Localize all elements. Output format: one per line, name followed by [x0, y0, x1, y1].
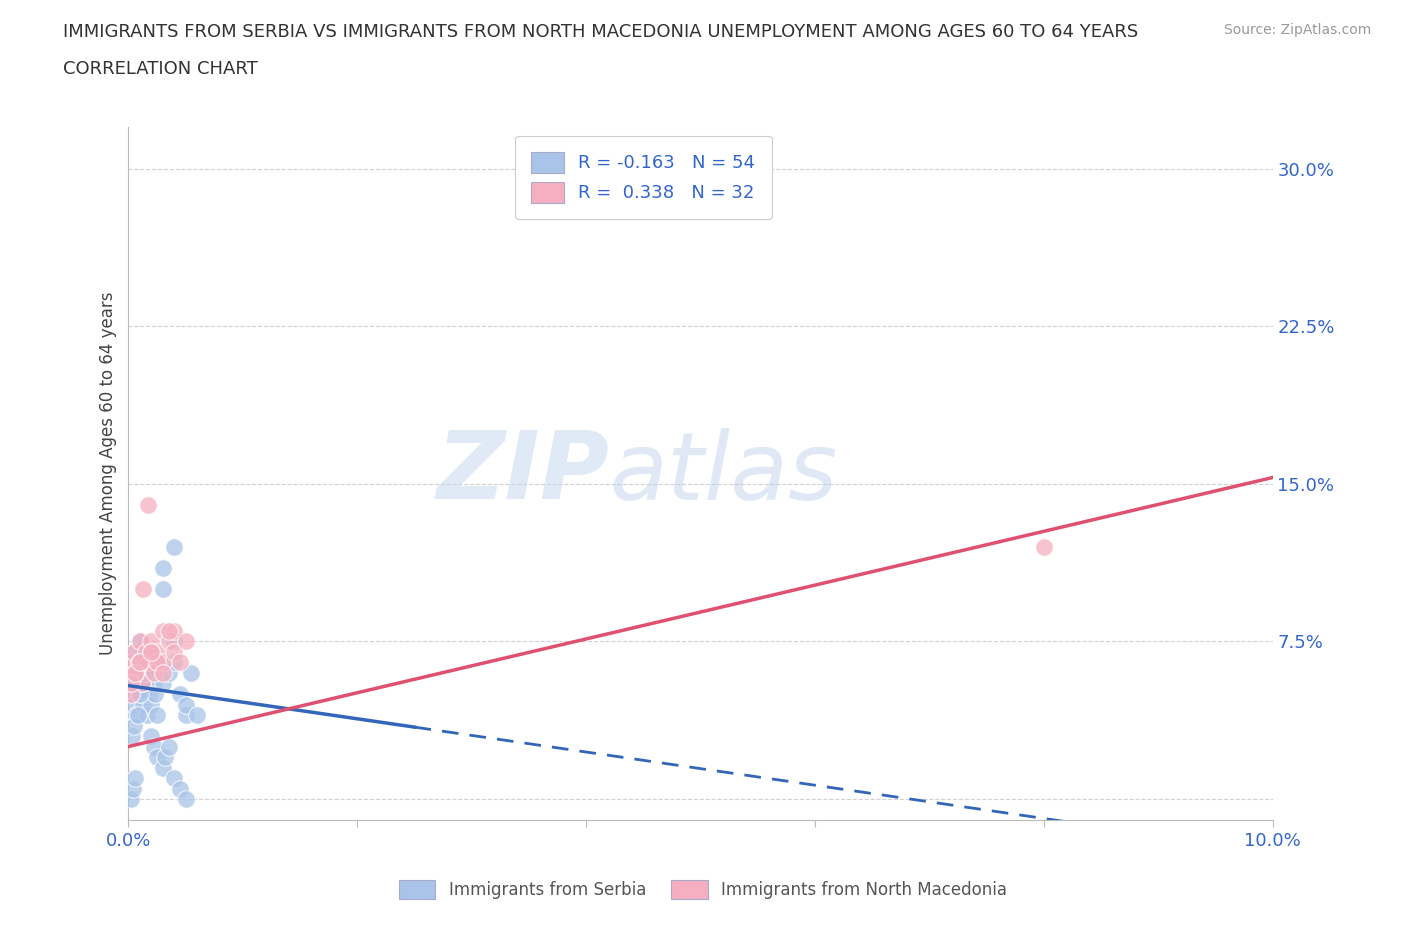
Point: [517, 204, 540, 219]
Point: [121, 676, 143, 691]
Point: [127, 655, 149, 670]
Point: [174, 791, 197, 806]
Point: [122, 718, 145, 733]
Text: IMMIGRANTS FROM SERBIA VS IMMIGRANTS FROM NORTH MACEDONIA UNEMPLOYMENT AMONG AGE: IMMIGRANTS FROM SERBIA VS IMMIGRANTS FRO…: [63, 23, 1139, 41]
Point: [152, 760, 174, 775]
Point: [152, 655, 174, 670]
Point: [163, 634, 186, 649]
Point: [157, 666, 180, 681]
Point: [138, 686, 160, 701]
Text: ZIP: ZIP: [436, 428, 609, 519]
Point: [127, 708, 149, 723]
Point: [146, 644, 169, 659]
Point: [163, 644, 186, 659]
Point: [135, 666, 157, 681]
Point: [146, 655, 169, 670]
Point: [186, 708, 208, 723]
Point: [152, 581, 174, 596]
Point: [135, 655, 157, 670]
Point: [120, 676, 142, 691]
Point: [163, 655, 186, 670]
Text: atlas: atlas: [609, 428, 837, 519]
Point: [122, 781, 145, 796]
Point: [142, 676, 165, 691]
Point: [1032, 539, 1054, 554]
Point: [132, 698, 155, 712]
Text: CORRELATION CHART: CORRELATION CHART: [63, 60, 259, 78]
Point: [152, 666, 174, 681]
Point: [122, 644, 145, 659]
Point: [120, 791, 142, 806]
Point: [157, 739, 180, 754]
Point: [141, 644, 163, 659]
Point: [121, 728, 143, 743]
Point: [131, 676, 153, 691]
Point: [142, 739, 165, 754]
Point: [135, 708, 157, 723]
Point: [134, 686, 156, 701]
Point: [132, 581, 155, 596]
Point: [174, 698, 197, 712]
Point: [129, 676, 152, 691]
Legend: Immigrants from Serbia, Immigrants from North Macedonia: Immigrants from Serbia, Immigrants from …: [391, 871, 1015, 908]
Point: [153, 750, 176, 764]
Point: [180, 666, 202, 681]
Point: [138, 655, 160, 670]
Y-axis label: Unemployment Among Ages 60 to 64 years: Unemployment Among Ages 60 to 64 years: [100, 292, 117, 655]
Point: [169, 781, 191, 796]
Text: Source: ZipAtlas.com: Source: ZipAtlas.com: [1223, 23, 1371, 37]
Point: [157, 634, 180, 649]
Point: [174, 708, 197, 723]
Point: [124, 771, 146, 786]
Point: [141, 644, 163, 659]
Point: [122, 698, 145, 712]
Point: [131, 676, 153, 691]
Point: [122, 666, 145, 681]
Point: [135, 644, 157, 659]
Point: [145, 655, 167, 670]
Point: [163, 771, 186, 786]
Point: [120, 686, 142, 701]
Point: [129, 634, 152, 649]
Point: [169, 686, 191, 701]
Point: [131, 666, 153, 681]
Point: [142, 666, 165, 681]
Point: [124, 644, 146, 659]
Point: [139, 666, 162, 681]
Point: [152, 676, 174, 691]
Point: [129, 686, 152, 701]
Point: [128, 686, 150, 701]
Point: [124, 666, 146, 681]
Point: [136, 498, 159, 512]
Point: [141, 634, 163, 649]
Point: [146, 750, 169, 764]
Legend: R = -0.163   N = 54, R =  0.338   N = 32: R = -0.163 N = 54, R = 0.338 N = 32: [515, 136, 772, 219]
Point: [169, 655, 191, 670]
Point: [121, 655, 143, 670]
Point: [163, 539, 186, 554]
Point: [129, 634, 152, 649]
Point: [141, 698, 163, 712]
Point: [152, 623, 174, 638]
Point: [157, 623, 180, 638]
Point: [163, 623, 186, 638]
Point: [125, 708, 148, 723]
Point: [174, 634, 197, 649]
Point: [120, 686, 142, 701]
Point: [146, 708, 169, 723]
Point: [128, 655, 150, 670]
Point: [129, 655, 152, 670]
Point: [124, 666, 146, 681]
Point: [136, 676, 159, 691]
Point: [141, 728, 163, 743]
Point: [152, 561, 174, 576]
Point: [141, 644, 163, 659]
Point: [143, 686, 166, 701]
Point: [125, 666, 148, 681]
